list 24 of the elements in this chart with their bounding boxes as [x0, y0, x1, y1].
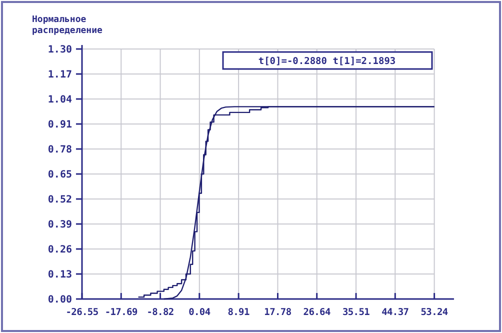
y-tick-label: 1.17	[48, 70, 72, 80]
annotation: t[0]=-0.2880 t[1]=2.1893	[258, 56, 396, 67]
y-tick-label: 0.39	[48, 220, 72, 230]
y-tick-label: 0.26	[48, 244, 72, 256]
x-tick-label: 8.91	[228, 307, 250, 318]
x-tick-label: -26.55	[66, 307, 99, 318]
y-tick-label: 0.52	[48, 194, 72, 206]
y-tick-label: 0.13	[48, 270, 72, 280]
y-tick-label: 0.91	[48, 120, 72, 130]
x-tick-label: 53.24	[420, 307, 448, 318]
x-tick-label: 17.78	[264, 307, 292, 318]
x-tick-label: -8.82	[146, 307, 174, 318]
text-box: t[0]=-0.2880 t[1]=2.1893	[222, 51, 433, 70]
y-axis-title: Нормальное распределение	[32, 15, 104, 36]
y-tick-label: 0.00	[48, 294, 72, 306]
x-tick-label: 26.64	[303, 307, 331, 318]
x-tick-label: -17.69	[104, 307, 138, 318]
y-tick-label: 1.30	[48, 44, 72, 56]
x-tick-label: 0.04	[188, 307, 211, 318]
y-tick-label: 0.65	[48, 170, 72, 180]
x-tick-label: 35.51	[342, 307, 370, 318]
y-tick-label: 1.04	[48, 94, 72, 106]
x-tick-label: 44.37	[382, 307, 409, 318]
y-tick-label: 0.78	[48, 144, 72, 156]
